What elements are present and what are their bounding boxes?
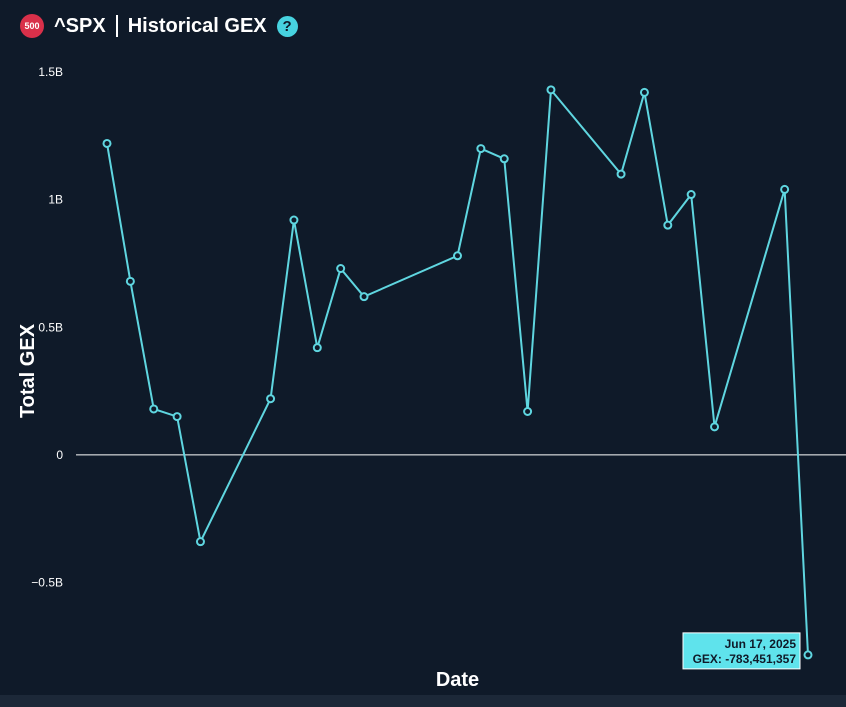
data-point[interactable] [476, 144, 486, 154]
title-separator [115, 15, 118, 37]
chart-header: 500 ^SPX Historical GEX ? [20, 12, 298, 40]
gex-series-markers [102, 85, 813, 660]
data-point[interactable] [336, 264, 346, 274]
data-point[interactable] [616, 169, 626, 179]
y-tick-label: 1B [48, 193, 63, 207]
y-tick-label: 0 [56, 448, 63, 462]
data-point[interactable] [499, 154, 509, 164]
data-point[interactable] [195, 537, 205, 547]
data-point[interactable] [266, 394, 276, 404]
page-title: Historical GEX [127, 14, 267, 37]
data-point[interactable] [149, 404, 159, 414]
tooltip-background [682, 632, 801, 670]
tooltip-date: Jun 17, 2025 [725, 637, 797, 651]
tooltip-value: GEX: -783,451,357 [693, 652, 797, 666]
y-tick-label: 1.5B [38, 65, 63, 79]
data-point[interactable] [102, 138, 112, 148]
data-point[interactable] [453, 251, 462, 261]
y-tick-label: 0.5B [38, 320, 63, 334]
data-point[interactable] [686, 190, 696, 200]
help-icon[interactable]: ? [276, 15, 298, 37]
data-point[interactable] [780, 184, 790, 194]
data-point[interactable] [312, 343, 322, 353]
data-point[interactable] [523, 407, 533, 416]
data-point[interactable] [172, 412, 182, 422]
data-point[interactable] [663, 220, 673, 230]
y-axis-ticks: 1.5B 1B 0.5B 0 −0.5B [31, 65, 63, 590]
data-point[interactable] [639, 87, 649, 97]
gex-series-line [106, 87, 809, 655]
data-point[interactable] [803, 650, 813, 660]
data-point[interactable] [359, 292, 369, 302]
data-point[interactable] [710, 422, 720, 432]
data-point[interactable] [125, 276, 135, 286]
ticker-symbol: ^SPX [54, 14, 106, 37]
y-axis-title: Total GEX [17, 323, 39, 418]
data-point[interactable] [289, 215, 299, 225]
sp500-badge-icon: 500 [20, 14, 44, 38]
hover-tooltip: Jun 17, 2025 GEX: -783,451,357 [682, 632, 801, 670]
x-axis-title: Date [436, 669, 479, 691]
y-tick-label: −0.5B [31, 576, 63, 590]
data-point[interactable] [546, 85, 556, 95]
bottom-scroll-strip [0, 695, 846, 707]
